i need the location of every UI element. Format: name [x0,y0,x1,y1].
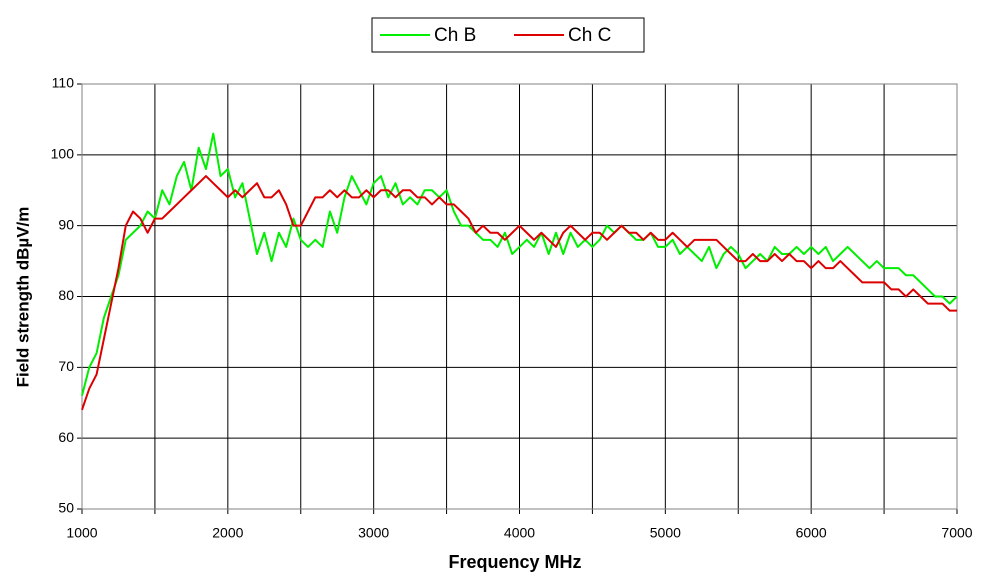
x-tick-label: 1000 [66,525,97,541]
x-tick-label: 3000 [358,525,389,541]
x-tick-label: 4000 [504,525,535,541]
y-tick-label: 60 [58,429,74,445]
x-tick-label: 5000 [650,525,681,541]
legend-label: Ch C [568,25,611,46]
series-line [81,132,958,396]
y-tick-label: 70 [58,358,74,374]
x-axis-title: Frequency MHz [448,552,581,572]
x-tick-label: 7000 [941,525,972,541]
y-tick-label: 110 [52,75,75,91]
y-axis-title: Field strength dBµV/m [13,207,32,388]
x-tick-label: 2000 [212,525,243,541]
y-tick-label: 100 [51,146,75,162]
y-tick-label: 50 [58,500,74,516]
legend-label: Ch B [434,25,476,46]
series-line [81,175,957,411]
y-tick-label: 80 [58,287,74,303]
x-tick-label: 6000 [796,525,827,541]
y-tick-label: 90 [58,216,74,232]
